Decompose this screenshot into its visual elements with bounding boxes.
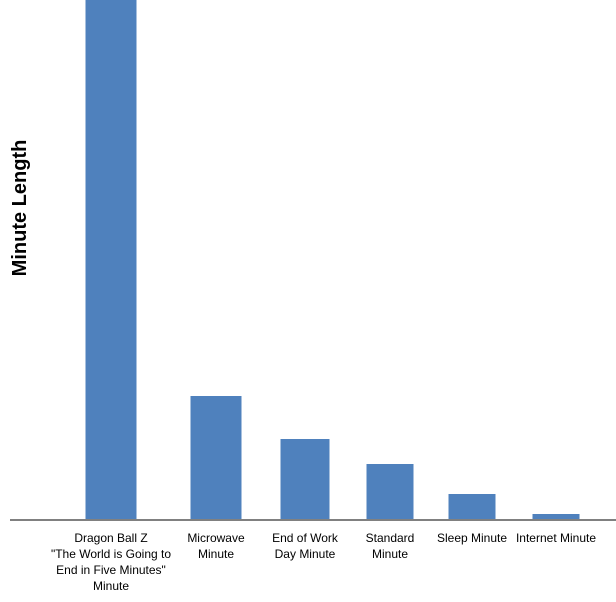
x-tick-label-line: Dragon Ball Z [74,531,147,545]
x-tick-label-3: End of Work Day Minute [272,531,339,561]
x-tick-label-line: End in Five Minutes" [56,563,166,577]
bar-2 [190,396,242,520]
bar-5 [448,494,496,520]
x-tick-label-2: Microwave Minute [187,531,245,561]
x-tick-label-5: Sleep Minute [437,531,507,545]
bar-3 [280,439,330,520]
bar-6 [532,514,580,520]
x-tick-label-4: Standard Minute [366,531,415,561]
x-tick-label-line: End of Work [272,531,339,545]
bar-series [85,0,580,520]
bar-1 [85,0,137,520]
x-tick-label-line: Sleep Minute [437,531,507,545]
x-tick-label-6: Internet Minute [516,531,596,545]
x-tick-label-line: Day Minute [275,547,336,561]
x-tick-label-line: Minute [372,547,408,561]
x-tick-label-line: Internet Minute [516,531,596,545]
x-tick-label-line: Minute [93,579,129,593]
x-tick-label-line: "The World is Going to [51,547,171,561]
x-tick-label-1: Dragon Ball Z "The World is Going to End i… [51,531,171,593]
y-axis-label: Minute Length [9,140,31,277]
x-tick-label-line: Microwave [187,531,245,545]
bar-4 [366,464,414,520]
category-labels: Dragon Ball Z "The World is Going to End i… [51,531,596,593]
x-tick-label-line: Standard [366,531,415,545]
x-tick-label-line: Minute [198,547,234,561]
